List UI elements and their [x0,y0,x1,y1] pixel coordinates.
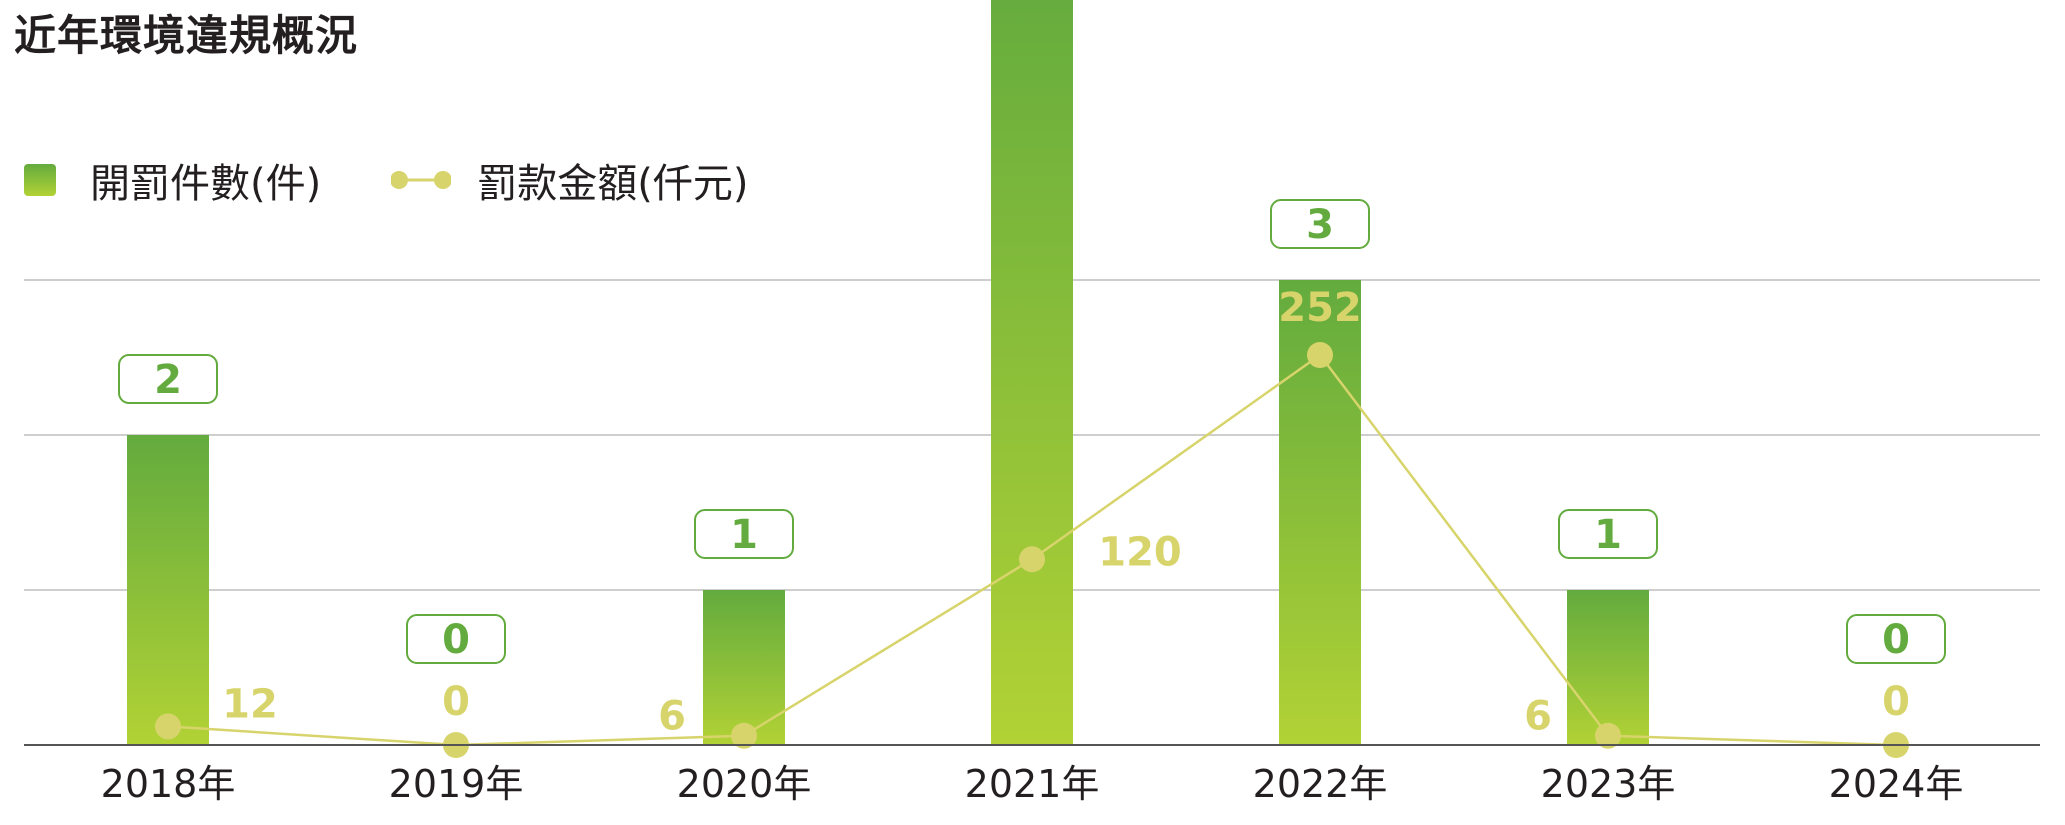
line-value-label: 12 [222,681,278,727]
chart-legend: 開罰件數(件) 罰款金額(仟元) [24,150,748,210]
bar-value-label: 1 [694,509,794,559]
line-value-label: 0 [442,679,470,725]
bar-value-box [1270,199,1370,249]
bar-value-text: 3 [1306,202,1334,248]
x-tick-label: 2023年 [1541,762,1676,806]
bar-value-label: 1 [1558,509,1658,559]
bar-value-label: 0 [406,614,506,664]
x-axis: 2018年 2019年 2020年 2021年 2022年 2023年 2024年 [24,744,2040,806]
x-tick-label: 2024年 [1829,762,1964,806]
legend-bar-swatch-icon [24,164,56,196]
line-value-label: 252 [1278,285,1362,331]
bar-value-label: 2 [118,354,218,404]
bar-series [127,0,1649,745]
bar-value-box [1846,614,1946,664]
line-point-2022年 [1307,342,1333,368]
line-value-label: 120 [1098,529,1182,575]
legend-item-bar: 開罰件數(件) [24,151,321,209]
bar-value-text: 2 [154,357,182,403]
data-labels: 2015310120612025260 [118,199,1946,740]
x-tick-label: 2021年 [965,762,1100,806]
line-point-2020年 [731,722,757,749]
legend-line-label: 罰款金額(仟元) [477,161,749,207]
line-point-2021年 [1019,546,1045,573]
bar-value-box [118,354,218,404]
bar-value-box [406,614,506,664]
bar-value-label: 3 [1270,199,1370,249]
bar-2018年 [127,435,209,745]
bar-2021年 [991,0,1073,745]
line-value-label: 6 [1524,694,1552,740]
legend-bar-label: 開罰件數(件) [90,161,322,207]
x-tick-label: 2018年 [101,762,236,806]
bar-value-text: 0 [442,617,470,663]
bar-2020年 [703,590,785,745]
legend-item-line: 罰款金額(仟元) [321,151,748,209]
line-point-2023年 [1595,722,1621,749]
line-point-2018年 [155,713,181,740]
line-value-label: 6 [658,694,686,740]
bar-value-text: 0 [1882,617,1910,663]
bar-value-text: 1 [730,512,758,558]
x-tick-label: 2020年 [677,762,812,806]
bar-value-text: 1 [1594,512,1622,558]
bar-value-box [1558,509,1658,559]
line-value-label: 0 [1882,679,1910,725]
chart-title: 近年環境違規概況 [14,11,359,60]
bar-value-box [694,509,794,559]
bar-value-label: 0 [1846,614,1946,664]
x-tick-label: 2019年 [389,762,524,806]
legend-line-swatch-icon [391,171,452,189]
bar-2023年 [1567,590,1649,745]
x-tick-label: 2022年 [1253,762,1388,806]
